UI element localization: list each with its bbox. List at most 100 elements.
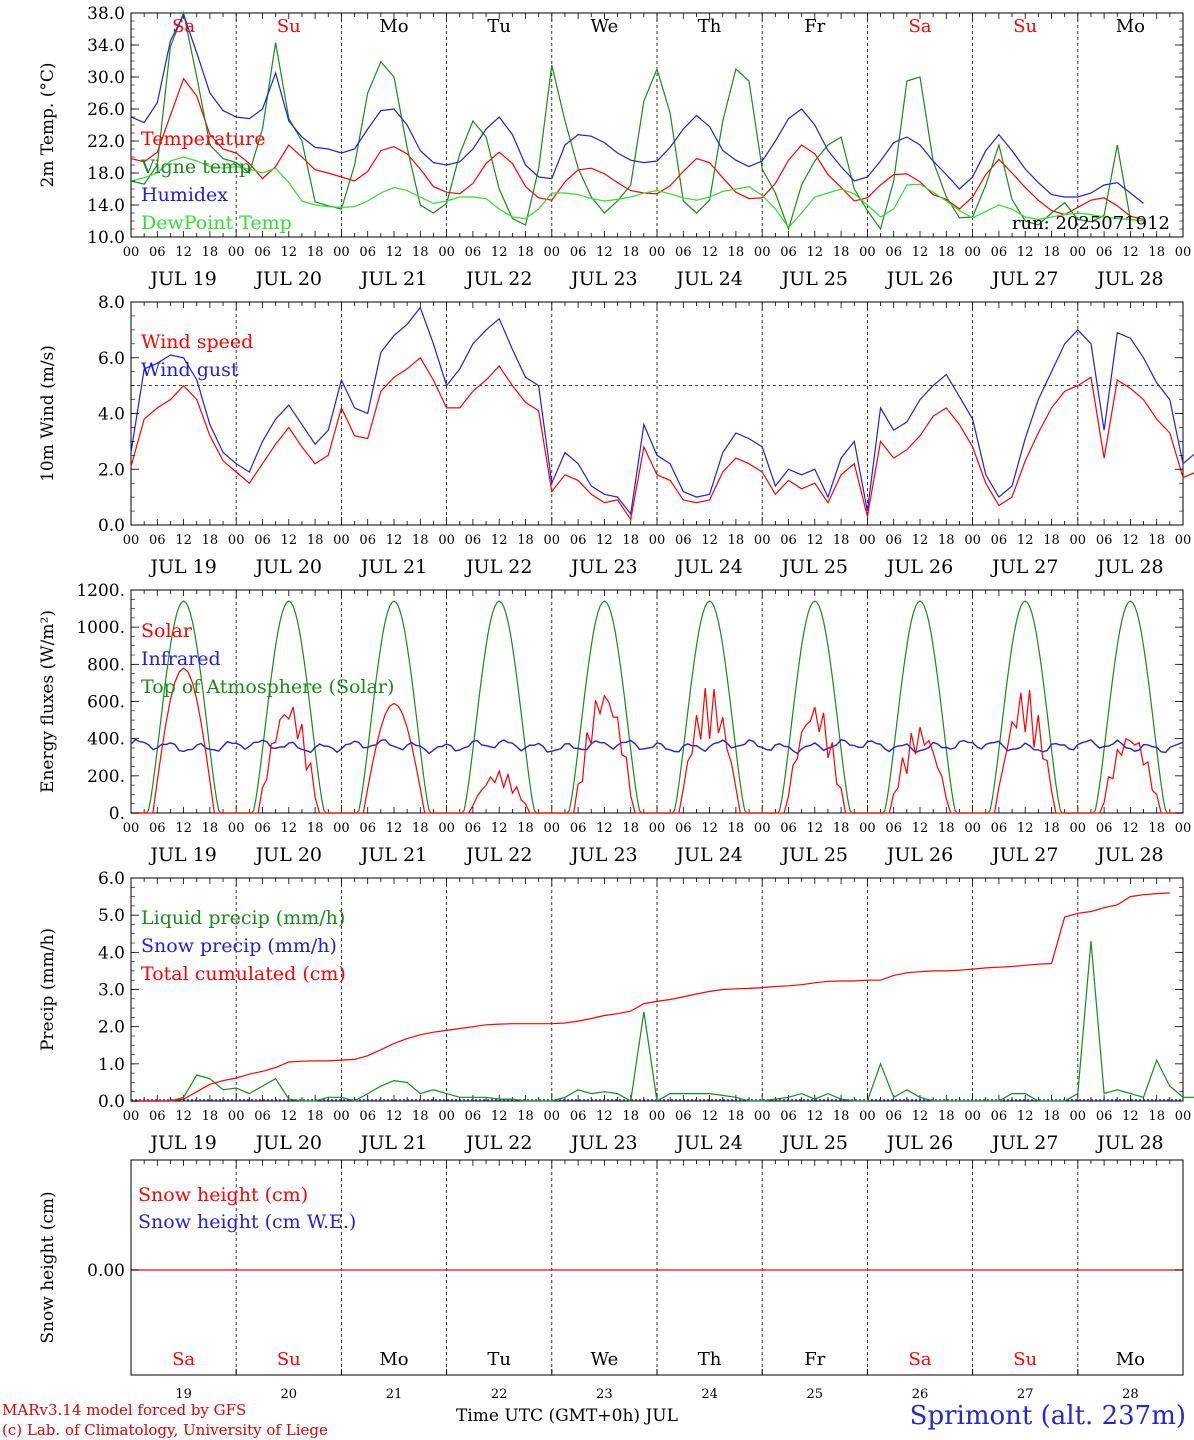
date-label: JUL 27 [990,844,1058,866]
hour-tick-label: 06 [149,245,166,260]
hour-tick-label: 12 [596,1109,613,1124]
hour-tick-label: 06 [1096,533,1113,548]
hour-tick-label: 00 [964,533,981,548]
hour-tick-label: 00 [1175,533,1192,548]
hour-tick-label: 12 [1017,821,1034,836]
hour-tick-label: 18 [412,533,429,548]
day-name-label: Fr [804,16,825,37]
hour-tick-label: 00 [544,245,561,260]
day-name-label: Mo [379,16,408,37]
hour-tick-label: 00 [1175,821,1192,836]
hour-tick-label: 06 [570,245,587,260]
legend-entry: Snow precip (mm/h) [141,935,337,957]
y-tick-label: 1.0 [98,1055,125,1075]
day-number-label: 20 [281,1387,298,1400]
day-name-label: Sa [908,16,931,37]
day-number-label: 27 [1017,1387,1034,1400]
hour-tick-label: 12 [175,533,192,548]
hour-tick-label: 12 [1122,821,1139,836]
date-label: JUL 20 [254,268,322,290]
hour-tick-label: 00 [859,1109,876,1124]
y-tick-label: 0. [109,804,125,824]
infrared-line [130,738,1184,755]
y-tick-label: 2.0 [98,460,125,480]
y-tick-label: 26.0 [87,100,125,120]
y-tick-label: 18.0 [87,164,125,184]
hour-tick-label: 18 [517,245,534,260]
hour-tick-label: 00 [859,821,876,836]
hour-tick-label: 12 [281,245,298,260]
day-number-label: 22 [491,1387,508,1400]
hour-tick-label: 00 [859,245,876,260]
hour-tick-label: 12 [175,821,192,836]
hour-tick-label: 12 [386,245,403,260]
legend-entry: Solar [141,620,193,642]
date-label: JUL 27 [990,268,1058,290]
date-label: JUL 21 [359,844,427,866]
hour-tick-label: 18 [728,533,745,548]
hour-tick-label: 00 [228,533,245,548]
hour-tick-label: 18 [412,1109,429,1124]
hour-tick-label: 18 [622,821,639,836]
date-label: JUL 24 [674,1132,742,1154]
y-tick-label: 600. [87,693,125,713]
y-tick-label: 30.0 [87,68,125,88]
hour-tick-label: 12 [807,245,824,260]
temp-series-line [130,13,1144,204]
hour-tick-label: 00 [438,533,455,548]
hour-tick-label: 12 [281,1109,298,1124]
legend-entry: DewPoint Temp [141,212,292,234]
hour-tick-label: 18 [728,1109,745,1124]
hour-tick-label: 06 [991,1109,1008,1124]
hour-tick-label: 12 [491,533,508,548]
date-label: JUL 21 [359,268,427,290]
hour-tick-label: 06 [359,1109,376,1124]
date-label: JUL 28 [1095,1132,1163,1154]
hour-tick-label: 18 [1043,1109,1060,1124]
day-name-label: We [591,1349,619,1370]
hour-tick-label: 00 [859,533,876,548]
day-name-label: Th [698,1349,722,1370]
hour-tick-label: 18 [1043,821,1060,836]
y-tick-label: 6.0 [98,349,125,369]
y-tick-label: 1000. [76,618,125,638]
hour-tick-label: 00 [1070,245,1087,260]
day-name-label: Sa [908,1349,931,1370]
hour-tick-label: 12 [491,1109,508,1124]
date-label: JUL 26 [885,844,953,866]
hour-tick-label: 06 [149,1109,166,1124]
hour-tick-label: 00 [1070,821,1087,836]
hour-tick-label: 00 [754,245,771,260]
date-label: JUL 20 [254,844,322,866]
hour-tick-label: 18 [938,533,955,548]
station-name: Sprimont (alt. 237m) [909,1401,1186,1431]
hour-tick-label: 06 [780,245,797,260]
hour-tick-label: 12 [701,821,718,836]
hour-tick-label: 12 [175,245,192,260]
hour-tick-label: 06 [675,245,692,260]
y-tick-label: 8.0 [98,293,125,313]
hour-tick-label: 18 [307,533,324,548]
hour-tick-label: 18 [938,1109,955,1124]
hour-tick-label: 00 [333,533,350,548]
hour-tick-label: 12 [1122,245,1139,260]
hour-tick-label: 06 [1096,821,1113,836]
hour-tick-label: 00 [228,821,245,836]
legend-entry: Vigne temp [140,156,251,178]
date-label: JUL 20 [254,556,322,578]
day-name-label: Sa [172,16,195,37]
hour-tick-label: 12 [701,1109,718,1124]
y-axis-label: Precip (mm/h) [38,928,58,1051]
hour-tick-label: 00 [333,1109,350,1124]
date-label: JUL 22 [464,268,532,290]
y-tick-label: 0.00 [87,1261,125,1281]
hour-tick-label: 00 [754,1109,771,1124]
hour-tick-label: 06 [675,533,692,548]
hour-tick-label: 00 [1070,533,1087,548]
day-number-label: 28 [1122,1387,1139,1400]
hour-tick-label: 06 [359,533,376,548]
hour-tick-label: 18 [1148,821,1165,836]
hour-tick-label: 00 [438,821,455,836]
hour-tick-label: 12 [701,245,718,260]
hour-tick-label: 12 [175,1109,192,1124]
